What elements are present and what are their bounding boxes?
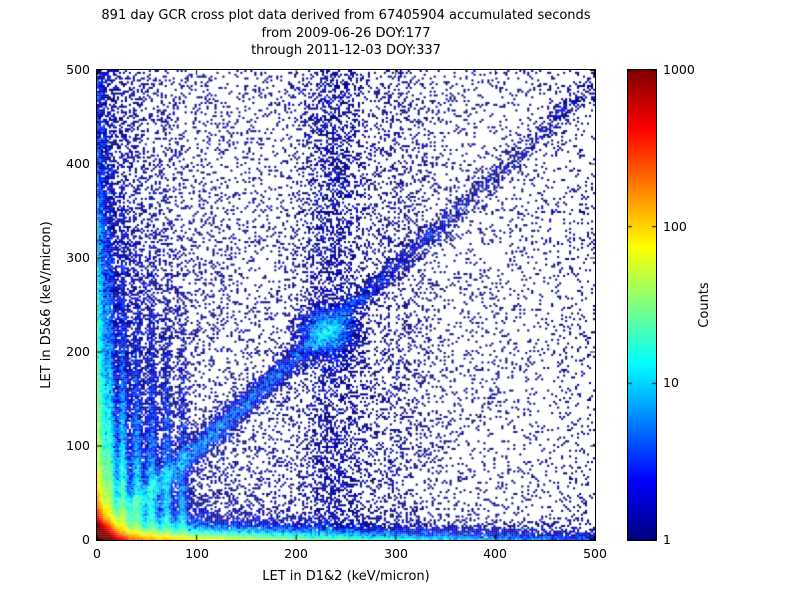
y-tick-label: 0 [82, 532, 90, 547]
colorbar-tick-label: 100 [663, 219, 687, 234]
x-tick-label: 300 [384, 546, 408, 561]
x-tick-label: 0 [93, 546, 101, 561]
y-tick-label: 100 [66, 438, 90, 453]
colorbar [627, 69, 657, 541]
y-tick-label: 300 [66, 250, 90, 265]
colorbar-tick-label: 10 [663, 375, 679, 390]
y-tick-label: 500 [66, 62, 90, 77]
x-axis-label: LET in D1&2 (keV/micron) [262, 569, 430, 584]
scatter-density-canvas [97, 70, 595, 540]
y-tick-label: 200 [66, 344, 90, 359]
x-tick-label: 200 [284, 546, 308, 561]
colorbar-tick-label: 1 [663, 532, 671, 547]
colorbar-axis-label: Counts [697, 282, 712, 328]
chart-title-line-1: 891 day GCR cross plot data derived from… [101, 8, 591, 23]
colorbar-tick-label: 1000 [663, 62, 695, 77]
chart-title-line-3: through 2011-12-03 DOY:337 [251, 43, 441, 58]
colorbar-gradient-canvas [628, 70, 656, 540]
x-tick-label: 400 [483, 546, 507, 561]
plot-area [96, 69, 596, 541]
y-tick-label: 400 [66, 156, 90, 171]
chart-title-line-2: from 2009-06-26 DOY:177 [261, 26, 431, 41]
x-tick-label: 100 [185, 546, 209, 561]
y-axis-label: LET in D5&6 (keV/micron) [39, 221, 54, 389]
x-tick-label: 500 [583, 546, 607, 561]
